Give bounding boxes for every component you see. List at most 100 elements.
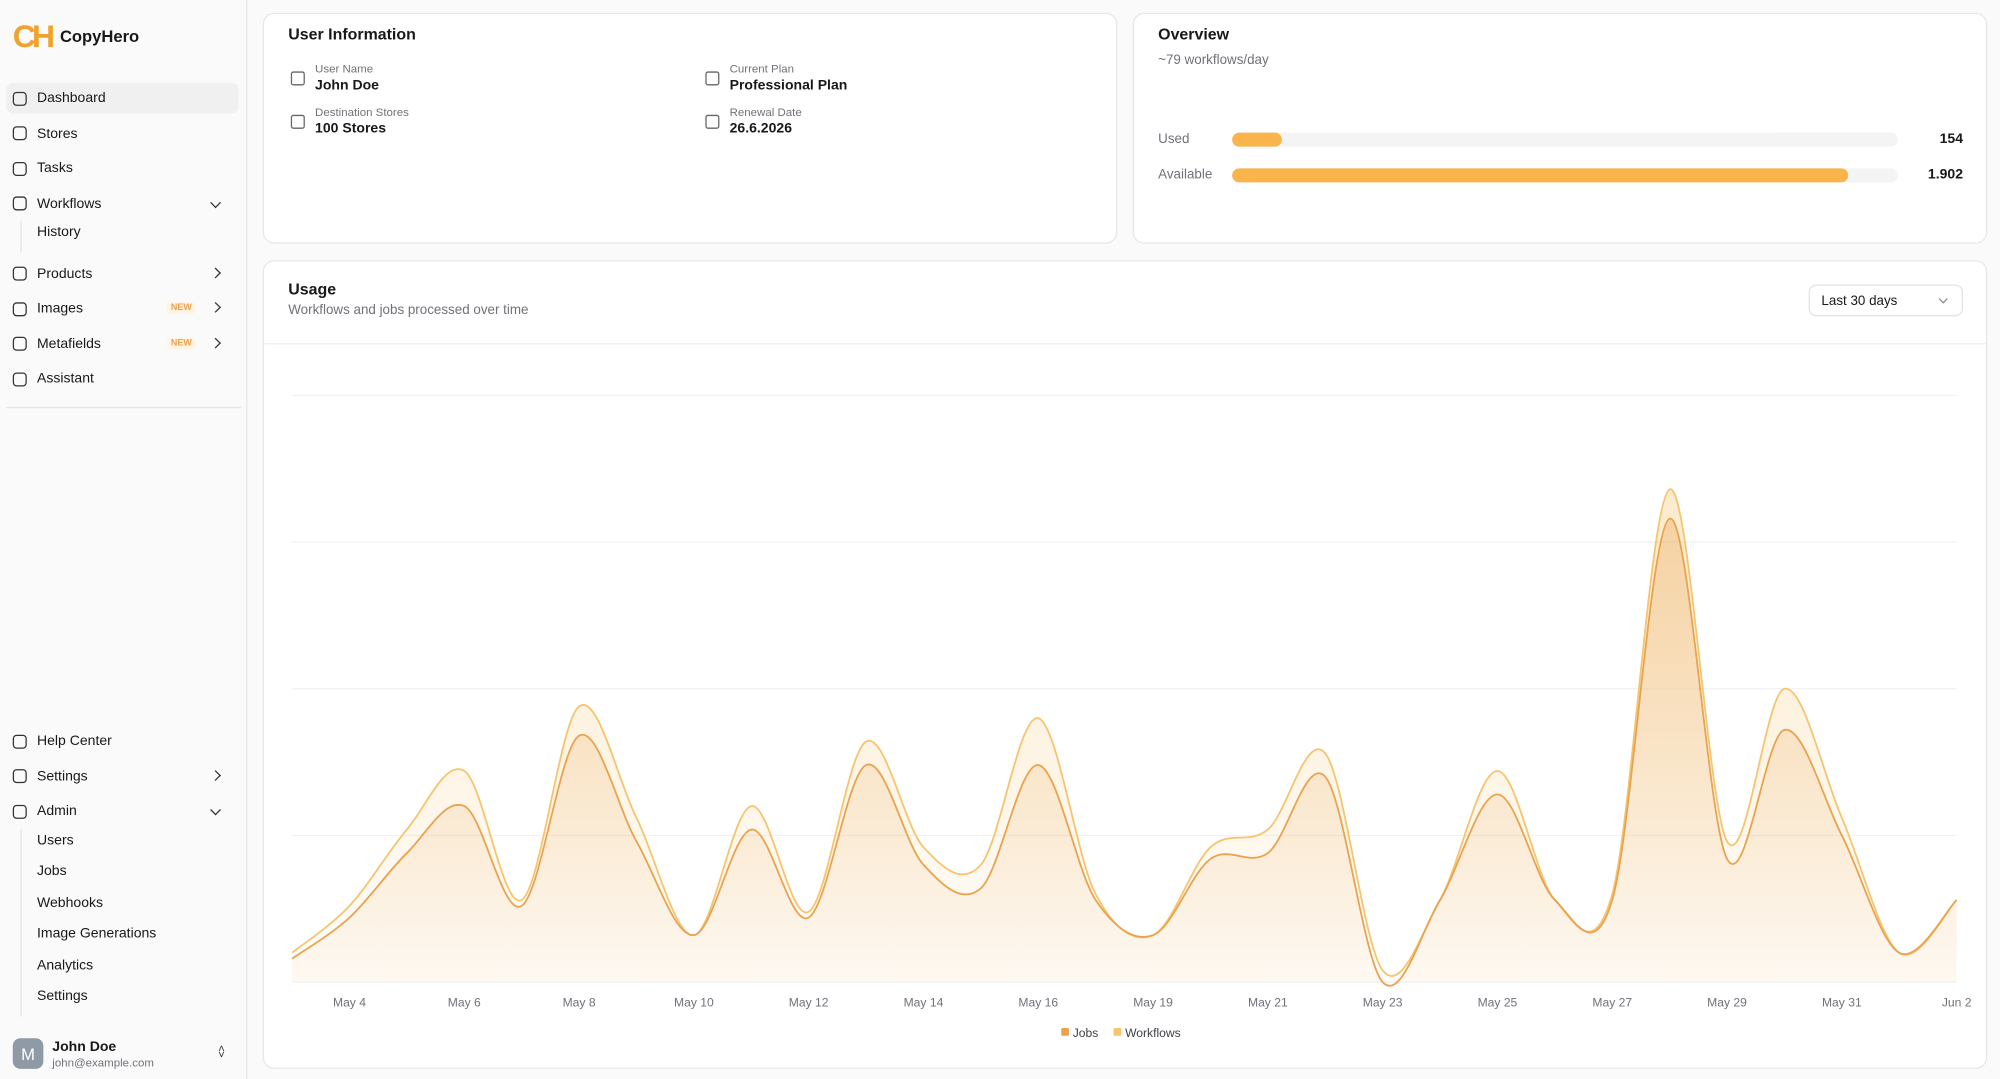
dropdown-chevron	[1938, 294, 1948, 304]
divider	[6, 406, 242, 409]
card-title: User Information	[288, 25, 416, 44]
nav-item[interactable]: Metafields	[6, 328, 238, 359]
sub-nav-item[interactable]: Jobs	[36, 863, 67, 879]
user-info-card: User Information User Name John Doe Curren…	[262, 12, 1118, 244]
bar-track	[1232, 132, 1898, 147]
nav-item[interactable]: Stores	[6, 118, 238, 149]
nav-icon	[12, 336, 27, 351]
bar-value: 1.902	[1927, 166, 1964, 182]
x-tick-label: May 27	[1592, 995, 1632, 1009]
x-tick-label: May 21	[1248, 995, 1288, 1009]
avatar[interactable]: M	[12, 1038, 44, 1069]
nav-label: Workflows	[36, 195, 102, 212]
nav-icon	[12, 371, 27, 386]
user-email: john@example.com	[52, 1056, 154, 1069]
nav-icon	[12, 301, 27, 316]
brand-name: CopyHero	[59, 26, 140, 46]
bar-label: Used	[1158, 131, 1190, 147]
x-tick-label: May 10	[674, 995, 714, 1009]
field-value: 26.6.2026	[729, 121, 793, 137]
x-tick-label: May 31	[1822, 995, 1862, 1009]
x-tick-label: May 25	[1478, 995, 1518, 1009]
nav-label: Tasks	[36, 160, 73, 177]
bar	[1232, 167, 1849, 182]
bar-value: 154	[1939, 131, 1964, 147]
legend-swatch	[1061, 1028, 1069, 1036]
nav-item[interactable]: Help Center	[6, 726, 238, 757]
line	[291, 517, 1958, 987]
nav-item[interactable]: Tasks	[6, 153, 238, 184]
x-tick-label: May 8	[563, 995, 596, 1009]
nav-label: Assistant	[36, 371, 94, 387]
range-label: Last 30 days	[1821, 292, 1898, 309]
sub-line	[20, 828, 22, 1016]
badge: NEW	[167, 337, 196, 349]
range-dropdown[interactable]: Last 30 days	[1808, 284, 1964, 317]
x-tick-label: May 14	[904, 995, 944, 1009]
badge: NEW	[167, 302, 196, 314]
nav-icon	[12, 196, 27, 211]
field-icon	[705, 114, 720, 129]
nav-label: Help Center	[36, 733, 112, 749]
field-label: Current Plan	[729, 62, 795, 76]
field-icon	[290, 114, 305, 129]
sub-nav-item[interactable]: Settings	[36, 988, 88, 1004]
nav-item[interactable]: Settings	[6, 761, 238, 792]
nav-label: Admin	[36, 803, 77, 819]
nav-label: Products	[36, 265, 93, 282]
nav-label: Settings	[36, 768, 88, 784]
nav-icon	[12, 769, 27, 784]
divider	[264, 343, 1986, 345]
legend-swatch	[1113, 1028, 1122, 1036]
nav-label: Metafields	[36, 336, 101, 352]
legend-label: Jobs	[1073, 1026, 1099, 1040]
nav-label: Stores	[36, 125, 78, 141]
x-tick-label: May 16	[1018, 995, 1058, 1009]
nav-icon	[12, 126, 27, 141]
x-tick-label: May 23	[1363, 995, 1403, 1009]
field-icon	[705, 71, 720, 86]
field-label: User Name	[315, 62, 374, 76]
nav-item[interactable]: Assistant	[6, 364, 238, 395]
user-name: John Doe	[52, 1039, 117, 1055]
sub-nav-item[interactable]: Image Generations	[36, 926, 157, 942]
field-value: John Doe	[315, 77, 379, 94]
x-tick-label: May 4	[333, 995, 366, 1009]
sub-nav-item[interactable]: Analytics	[36, 957, 94, 973]
logo-mark: CH	[12, 19, 55, 55]
overview-card: Overview ~79 workflows/day Used 154 Availa…	[1132, 12, 1988, 244]
field-value: 100 Stores	[315, 121, 387, 137]
x-tick-label: May 6	[448, 995, 481, 1009]
card-subtitle: ~79 workflows/day	[1158, 52, 1269, 68]
nav-label: Dashboard	[36, 90, 106, 106]
field-value: Professional Plan	[729, 77, 848, 94]
sub-nav-item[interactable]: History	[36, 224, 81, 240]
field-label: Renewal Date	[729, 105, 802, 119]
legend-label: Workflows	[1125, 1026, 1181, 1040]
nav-item[interactable]: Dashboard	[6, 82, 239, 114]
nav-item[interactable]: Images	[6, 293, 238, 324]
sub-nav-item[interactable]: Users	[36, 832, 74, 848]
nav-icon	[12, 161, 27, 176]
nav-icon	[12, 91, 27, 106]
x-tick-label: May 29	[1707, 995, 1747, 1009]
card-title: Overview	[1158, 25, 1230, 44]
usage-chart: May 4 May 6 May 8 May 10 May 12 May 14 May 16 M…	[291, 394, 1972, 1040]
area	[292, 518, 1957, 986]
nav-item[interactable]: Products	[6, 258, 238, 289]
bar	[1232, 132, 1283, 147]
nav-icon	[12, 734, 27, 749]
card-title: Usage	[288, 280, 337, 299]
sub-nav-item[interactable]: Webhooks	[36, 894, 104, 911]
nav-item[interactable]: Admin	[6, 796, 238, 827]
bar-label: Available	[1158, 166, 1213, 182]
nav-icon	[12, 804, 27, 819]
field-label: Destination Stores	[315, 105, 409, 119]
nav-item[interactable]: Workflows	[6, 188, 238, 219]
x-tick-label: Jun 2	[1942, 995, 1972, 1009]
field-icon	[290, 71, 305, 86]
nav-label: Images	[36, 301, 84, 317]
nav-icon	[12, 266, 27, 281]
user-menu-toggle[interactable]: ˄ ˅	[218, 1042, 225, 1062]
